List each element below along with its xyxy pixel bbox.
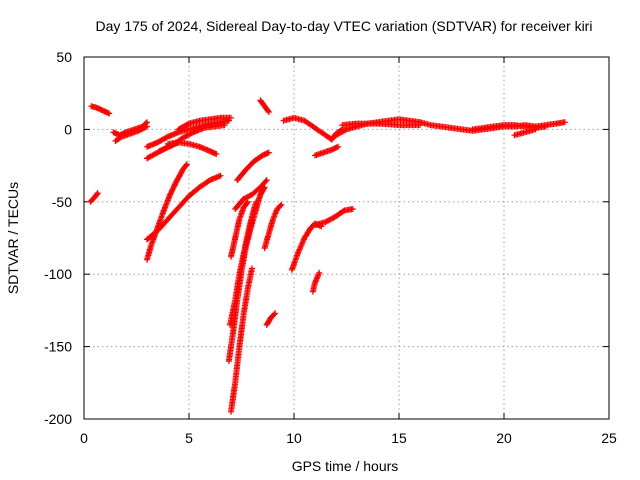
y-tick-label: -200 — [44, 411, 72, 427]
x-tick-label: 20 — [496, 430, 512, 446]
data-track — [234, 149, 272, 184]
data-track — [339, 120, 423, 129]
plus-markers — [469, 122, 549, 133]
data-track — [261, 201, 285, 252]
plot-frame — [83, 56, 610, 420]
x-tick-label: 5 — [185, 430, 193, 446]
plus-markers — [511, 126, 539, 139]
data-track — [232, 177, 270, 212]
tick-labels: 0 5 10 15 20 25 -200 -150 -100 -50 0 50 — [44, 49, 617, 446]
data-track — [257, 97, 272, 115]
plus-markers — [228, 198, 251, 260]
plus-markers — [312, 206, 356, 228]
data-track — [312, 206, 356, 228]
data-track — [144, 139, 182, 162]
plus-markers — [234, 149, 272, 184]
plus-markers — [263, 310, 279, 328]
data-track — [228, 265, 255, 415]
data-track — [309, 269, 323, 295]
x-tick-label: 10 — [286, 430, 302, 446]
y-tick-label: 50 — [56, 49, 72, 65]
data-track — [469, 122, 549, 133]
plus-markers — [175, 114, 234, 133]
data-track — [175, 114, 234, 133]
plus-markers — [144, 172, 224, 243]
y-tick-label: -100 — [44, 266, 72, 282]
plus-markers — [312, 143, 342, 159]
plus-markers — [144, 139, 182, 162]
plus-markers — [232, 177, 270, 212]
y-tick-label: -50 — [52, 194, 72, 210]
chart-title: Day 175 of 2024, Sidereal Day-to-day VTE… — [96, 18, 593, 34]
data-track — [511, 126, 539, 139]
plus-markers — [257, 97, 272, 115]
y-axis-label: SDTVAR / TECUs — [5, 182, 21, 294]
data-track — [244, 184, 268, 241]
data-track — [88, 103, 113, 117]
x-tick-label: 25 — [601, 430, 617, 446]
plus-markers — [339, 120, 423, 129]
data-track — [110, 119, 150, 139]
plus-markers — [144, 161, 190, 263]
plus-markers — [261, 201, 285, 252]
plus-markers — [309, 269, 323, 295]
y-tick-label: 0 — [64, 121, 72, 137]
x-axis-label: GPS time / hours — [292, 458, 399, 474]
plus-markers — [110, 119, 150, 139]
x-tick-label: 15 — [391, 430, 407, 446]
plus-markers — [87, 190, 101, 205]
data-track — [144, 172, 224, 243]
plus-markers — [244, 184, 268, 241]
gridlines — [84, 57, 609, 419]
plus-markers — [228, 265, 255, 415]
data-track — [228, 198, 251, 260]
x-tick-label: 0 — [80, 430, 88, 446]
data-track — [312, 143, 342, 159]
data-track — [87, 190, 101, 205]
plus-markers — [88, 103, 113, 117]
data-track — [263, 310, 279, 328]
data-markers — [87, 97, 568, 415]
data-track — [144, 161, 190, 263]
y-tick-label: -150 — [44, 339, 72, 355]
